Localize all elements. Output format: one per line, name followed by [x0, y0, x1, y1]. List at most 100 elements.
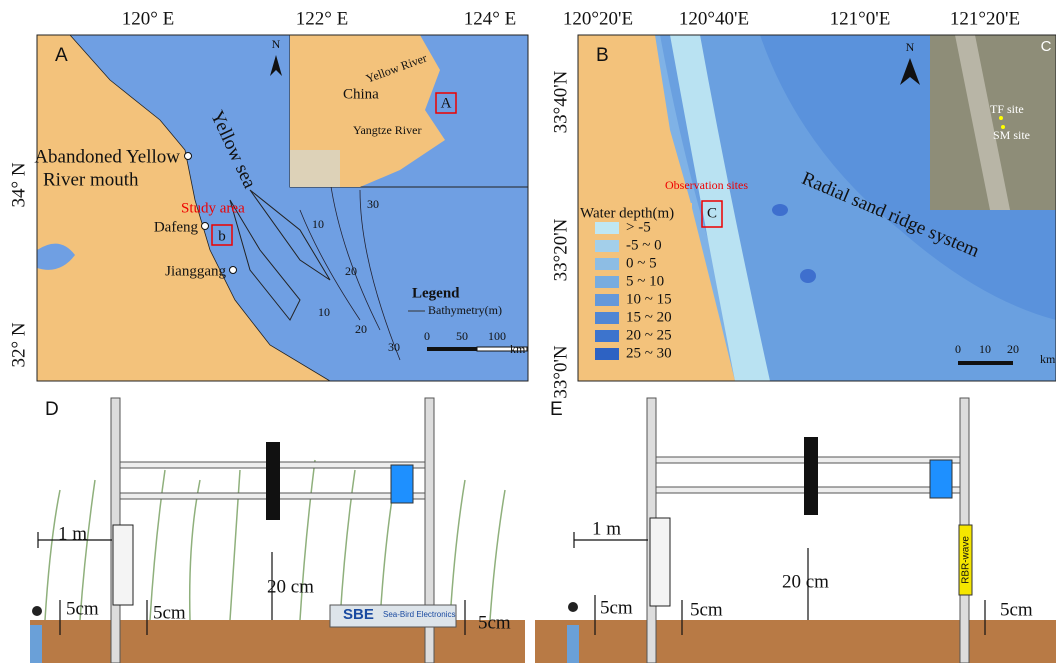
legend-item: 10 ~ 15: [626, 291, 672, 307]
lon-label: 124° E: [464, 8, 516, 29]
contour-label: 20: [355, 322, 367, 336]
legend-item: 5 ~ 10: [626, 273, 664, 289]
place-dot: [185, 153, 192, 160]
legend-swatch: [595, 240, 619, 252]
height-label: 5cm: [1000, 599, 1033, 620]
scale-tick: 100: [488, 329, 506, 343]
lat-label: 33°0'N: [550, 345, 571, 399]
place-label: Abandoned Yellow: [34, 146, 180, 167]
contour-label: 10: [312, 217, 324, 231]
panel-label: E: [550, 399, 563, 420]
depth-spot: [772, 204, 788, 216]
aqualogger: [30, 625, 42, 663]
scale-bar: [427, 347, 477, 351]
legend-item: 20 ~ 25: [626, 327, 672, 343]
legend-item: 25 ~ 30: [626, 345, 672, 361]
lon-label: 120°20'E: [563, 8, 633, 29]
contour-label: 10: [318, 305, 330, 319]
height-label: 20 cm: [782, 571, 829, 592]
legend-swatch: [595, 276, 619, 288]
legend-swatch: [595, 330, 619, 342]
panel-label: D: [45, 399, 59, 420]
sensor-ball: [568, 602, 578, 612]
sbe-logo: SBE: [343, 606, 374, 623]
probe: [804, 437, 818, 515]
north-label: N: [906, 40, 915, 54]
legend-swatch: [595, 222, 619, 234]
lat-label: 34° N: [8, 162, 29, 207]
site-label: TF site: [990, 102, 1024, 116]
study-area-label: Study area: [181, 200, 245, 216]
scale-bar: [958, 361, 1013, 365]
contour-label: 20: [345, 264, 357, 278]
height-label: 5cm: [600, 597, 633, 618]
inset-box-label: A: [441, 95, 452, 111]
panel-e: E 1 m 5cm 5cm 20 cm 5cm RBR-wave: [535, 398, 1056, 663]
height-label: 5cm: [478, 612, 511, 633]
panel-label: B: [596, 45, 609, 66]
place-label: River mouth: [43, 169, 139, 190]
adv-sensor: [113, 525, 133, 605]
legend-item: > -5: [626, 219, 651, 235]
adv-sensor: [650, 518, 670, 606]
scale-tick: 0: [424, 329, 430, 343]
lon-label: 122° E: [296, 8, 348, 29]
canister: [391, 465, 413, 503]
legend-title: Water depth(m): [580, 205, 674, 221]
legend-title: Legend: [412, 285, 460, 301]
place-label: Dafeng: [154, 219, 199, 235]
figure: A 120° E 122° E 124° E 34° N 32° N Aband…: [0, 0, 1056, 663]
inset-label: China: [343, 86, 379, 102]
lon-label: 121°20'E: [950, 8, 1020, 29]
ground: [535, 620, 1056, 663]
canister: [930, 460, 952, 498]
legend-item: 15 ~ 20: [626, 309, 672, 325]
panel-b: > -5 -5 ~ 0 0 ~ 5 5 ~ 10 10 ~ 15 15 ~ 20 20 ~ …: [550, 8, 1056, 398]
lon-label: 121°0'E: [830, 8, 891, 29]
sensor-ball: [32, 606, 42, 616]
scale-unit: km: [1040, 352, 1056, 366]
dimension-lines: [574, 532, 985, 635]
legend-item: Bathymetry(m): [428, 303, 502, 317]
north-label: N: [272, 37, 281, 51]
device-label: RBR-wave: [961, 536, 972, 584]
scale-tick: 20: [1007, 342, 1019, 356]
legend-swatch: [595, 348, 619, 360]
scale-tick: 0: [955, 342, 961, 356]
site-label: SM site: [993, 128, 1030, 142]
legend-item: 0 ~ 5: [626, 255, 657, 271]
observation-label: Observation sites: [665, 178, 748, 192]
height-label: 5cm: [690, 599, 723, 620]
lat-label: 32° N: [8, 322, 29, 367]
place-label: Jianggang: [165, 263, 226, 279]
panel-d: D 1 m 5cm 5cm 20 cm 5cm SBE Sea-Bird Ele…: [30, 398, 525, 663]
sbe-name: Sea-Bird Electronics: [383, 610, 455, 619]
depth-spot: [800, 269, 816, 283]
scale-tick: 10: [979, 342, 991, 356]
panel-a: A 120° E 122° E 124° E 34° N 32° N Aband…: [8, 8, 528, 381]
height-label: 5cm: [153, 602, 186, 623]
place-dot: [202, 223, 209, 230]
lat-label: 33°20'N: [550, 218, 571, 281]
inset-label: Yangtze River: [353, 123, 421, 137]
box-label: b: [218, 228, 226, 244]
height-label: 20 cm: [267, 576, 314, 597]
probe: [266, 442, 280, 520]
scale-unit: km: [510, 342, 526, 356]
lat-label: 33°40'N: [550, 70, 571, 133]
lon-label: 120°40'E: [679, 8, 749, 29]
inset-label: C: [1041, 38, 1052, 55]
distance-label: 1 m: [592, 518, 621, 539]
legend-swatch: [595, 258, 619, 270]
legend-swatch: [595, 312, 619, 324]
place-dot: [230, 267, 237, 274]
scale-tick: 50: [456, 329, 468, 343]
distance-label: 1 m: [58, 523, 87, 544]
height-label: 5cm: [66, 598, 99, 619]
legend-item: -5 ~ 0: [626, 237, 662, 253]
aqualogger: [567, 625, 579, 663]
contour-label: 30: [388, 340, 400, 354]
contour-label: 30: [367, 197, 379, 211]
inset-land-west: [290, 150, 340, 187]
lon-label: 120° E: [122, 8, 174, 29]
